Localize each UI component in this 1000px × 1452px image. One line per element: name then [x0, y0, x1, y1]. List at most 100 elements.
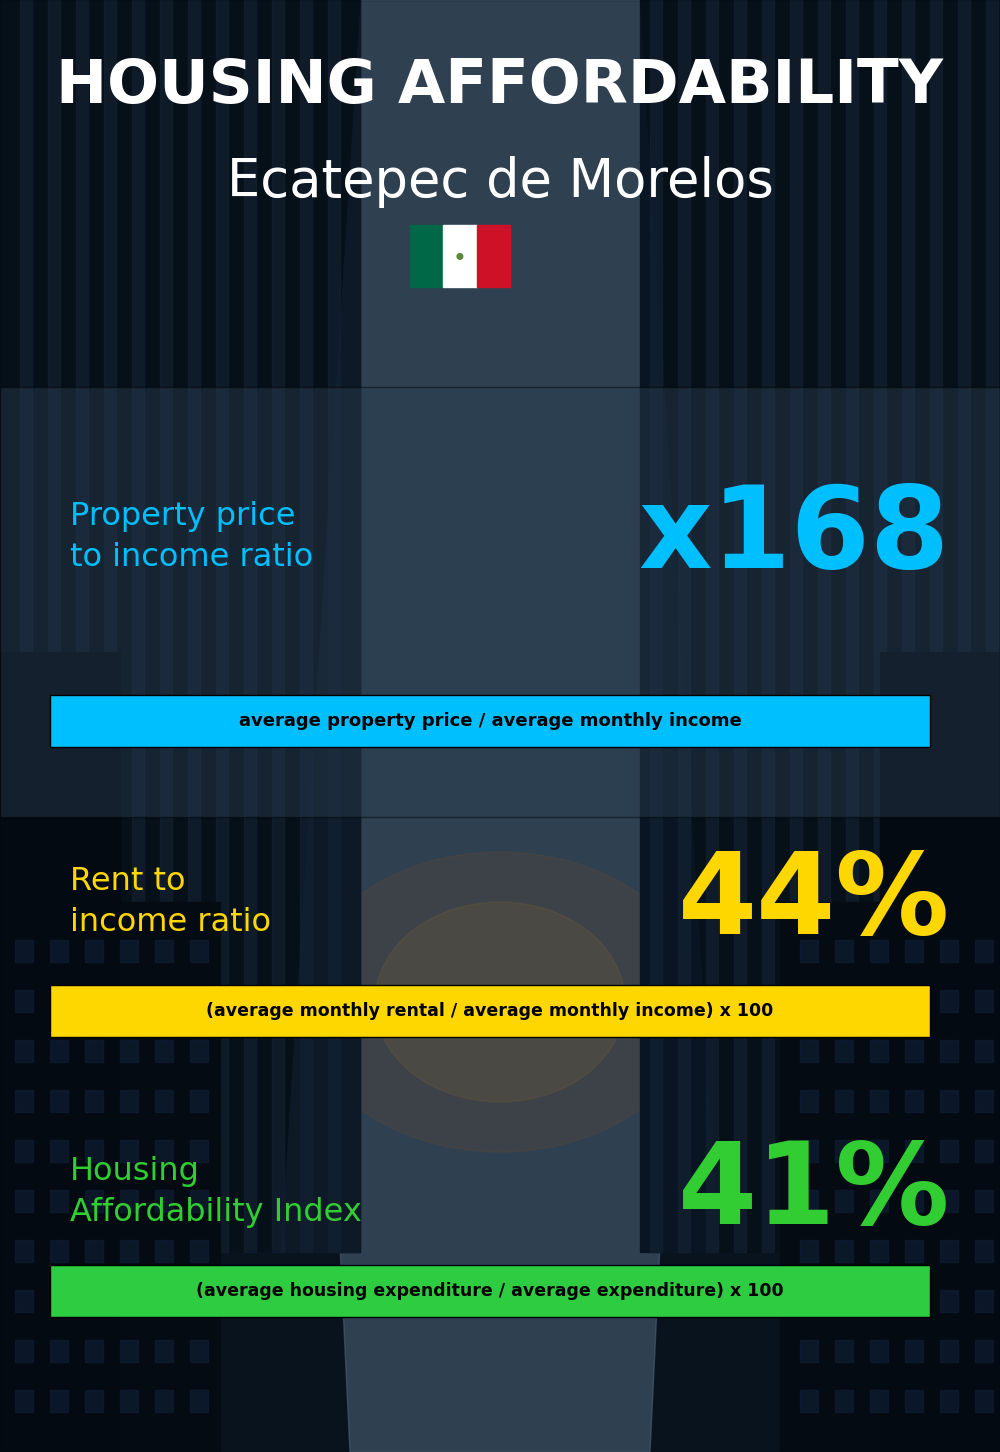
Bar	[870, 1090, 888, 1112]
Bar	[190, 939, 208, 963]
Bar	[15, 1289, 33, 1313]
Bar	[905, 1340, 923, 1362]
Bar	[120, 1289, 138, 1313]
Polygon shape	[280, 0, 720, 1452]
Bar	[15, 1240, 33, 1262]
Bar	[155, 1240, 173, 1262]
Bar	[800, 1090, 818, 1112]
Bar	[155, 1289, 173, 1313]
FancyBboxPatch shape	[0, 388, 1000, 817]
Bar	[835, 939, 853, 963]
Bar	[800, 1191, 818, 1212]
Polygon shape	[280, 0, 720, 1452]
Bar	[905, 1140, 923, 1162]
Bar	[50, 1191, 68, 1212]
Bar	[120, 1340, 138, 1362]
Bar	[104, 0, 116, 1252]
Bar	[15, 939, 33, 963]
Bar	[85, 1390, 103, 1411]
Bar	[940, 1090, 958, 1112]
Bar	[120, 939, 138, 963]
Bar	[902, 0, 914, 1252]
Bar	[216, 0, 228, 1252]
Bar	[15, 1340, 33, 1362]
Text: Housing
Affordability Index: Housing Affordability Index	[70, 1156, 362, 1228]
Bar	[905, 1240, 923, 1262]
Bar	[85, 1340, 103, 1362]
Text: HOUSING AFFORDABILITY: HOUSING AFFORDABILITY	[56, 58, 944, 116]
Bar	[190, 1289, 208, 1313]
Bar	[905, 939, 923, 963]
Text: (average housing expenditure / average expenditure) x 100: (average housing expenditure / average e…	[196, 1282, 784, 1300]
Bar	[800, 1340, 818, 1362]
Bar	[958, 0, 970, 1252]
Polygon shape	[0, 0, 360, 1252]
Bar	[48, 0, 60, 1252]
Bar	[244, 0, 256, 1252]
Bar	[155, 1140, 173, 1162]
Bar	[155, 939, 173, 963]
Bar	[190, 990, 208, 1012]
Bar	[986, 0, 998, 1252]
Text: Ecatepec de Morelos: Ecatepec de Morelos	[227, 155, 773, 208]
Text: ⬤: ⬤	[456, 253, 464, 260]
Bar	[85, 1240, 103, 1262]
Bar	[190, 1090, 208, 1112]
Bar	[50, 990, 68, 1012]
Bar	[155, 1191, 173, 1212]
Bar	[120, 1040, 138, 1061]
Bar	[190, 1390, 208, 1411]
Bar	[734, 0, 746, 1252]
Bar	[905, 1289, 923, 1313]
Bar	[272, 0, 284, 1252]
Bar	[870, 990, 888, 1012]
Bar	[835, 1040, 853, 1061]
Bar	[15, 990, 33, 1012]
Bar	[835, 1090, 853, 1112]
Bar	[120, 990, 138, 1012]
Bar	[762, 0, 774, 1252]
Bar	[905, 990, 923, 1012]
Bar	[905, 1040, 923, 1061]
Text: average property price / average monthly income: average property price / average monthly…	[239, 711, 741, 730]
Bar	[870, 1140, 888, 1162]
Bar	[800, 1390, 818, 1411]
Bar	[780, 902, 1000, 1452]
Bar	[975, 1191, 993, 1212]
Bar	[975, 1390, 993, 1411]
Bar	[790, 0, 802, 1252]
Bar	[50, 1140, 68, 1162]
Bar	[835, 990, 853, 1012]
Bar	[940, 1390, 958, 1411]
Bar	[818, 0, 830, 1252]
Bar	[85, 990, 103, 1012]
Bar	[85, 939, 103, 963]
Bar	[975, 1090, 993, 1112]
Bar	[975, 1140, 993, 1162]
Bar	[120, 1390, 138, 1411]
Bar	[20, 0, 32, 1252]
Bar	[870, 1390, 888, 1411]
Bar	[975, 939, 993, 963]
Bar	[835, 1340, 853, 1362]
Bar	[190, 1040, 208, 1061]
Bar	[650, 0, 662, 1252]
Bar	[870, 1040, 888, 1061]
Bar	[870, 1191, 888, 1212]
Bar	[800, 1240, 818, 1262]
Bar	[930, 0, 942, 1252]
Bar	[155, 1390, 173, 1411]
Bar	[800, 1140, 818, 1162]
Bar	[940, 1191, 958, 1212]
Bar	[975, 990, 993, 1012]
Bar	[50, 1040, 68, 1061]
Bar	[188, 0, 200, 1252]
Bar	[800, 990, 818, 1012]
Bar	[85, 1090, 103, 1112]
Bar	[50, 1240, 68, 1262]
Bar	[443, 225, 477, 287]
Bar	[477, 225, 510, 287]
Bar	[940, 1240, 958, 1262]
Text: Property price
to income ratio: Property price to income ratio	[70, 501, 313, 574]
Bar	[940, 1140, 958, 1162]
